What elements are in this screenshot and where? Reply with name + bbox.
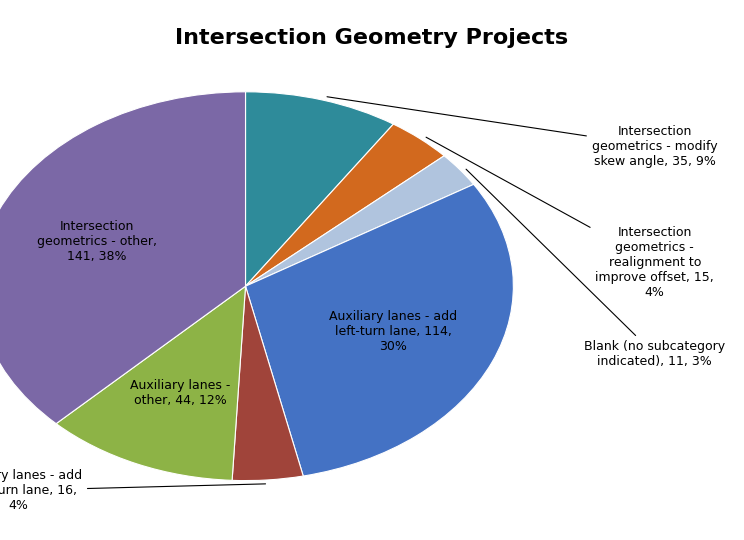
Text: Auxiliary lanes - add
left-turn lane, 114,
30%: Auxiliary lanes - add left-turn lane, 11…	[330, 310, 458, 353]
Wedge shape	[246, 92, 394, 286]
Text: Intersection
geometrics - other,
141, 38%: Intersection geometrics - other, 141, 38…	[37, 220, 157, 263]
Text: Intersection
geometrics -
realignment to
improve offset, 15,
4%: Intersection geometrics - realignment to…	[426, 137, 714, 299]
Wedge shape	[56, 286, 246, 481]
Wedge shape	[246, 156, 474, 286]
Wedge shape	[232, 286, 304, 481]
Wedge shape	[246, 124, 444, 286]
Text: Auxiliary lanes -
other, 44, 12%: Auxiliary lanes - other, 44, 12%	[130, 379, 231, 407]
Text: Intersection
geometrics - modify
skew angle, 35, 9%: Intersection geometrics - modify skew an…	[327, 97, 717, 168]
Text: Blank (no subcategory
indicated), 11, 3%: Blank (no subcategory indicated), 11, 3%	[466, 169, 725, 368]
Text: Intersection Geometry Projects: Intersection Geometry Projects	[176, 28, 568, 48]
Wedge shape	[246, 184, 513, 476]
Wedge shape	[0, 92, 246, 424]
Text: Auxiliary lanes - add
right-turn lane, 16,
4%: Auxiliary lanes - add right-turn lane, 1…	[0, 469, 266, 512]
